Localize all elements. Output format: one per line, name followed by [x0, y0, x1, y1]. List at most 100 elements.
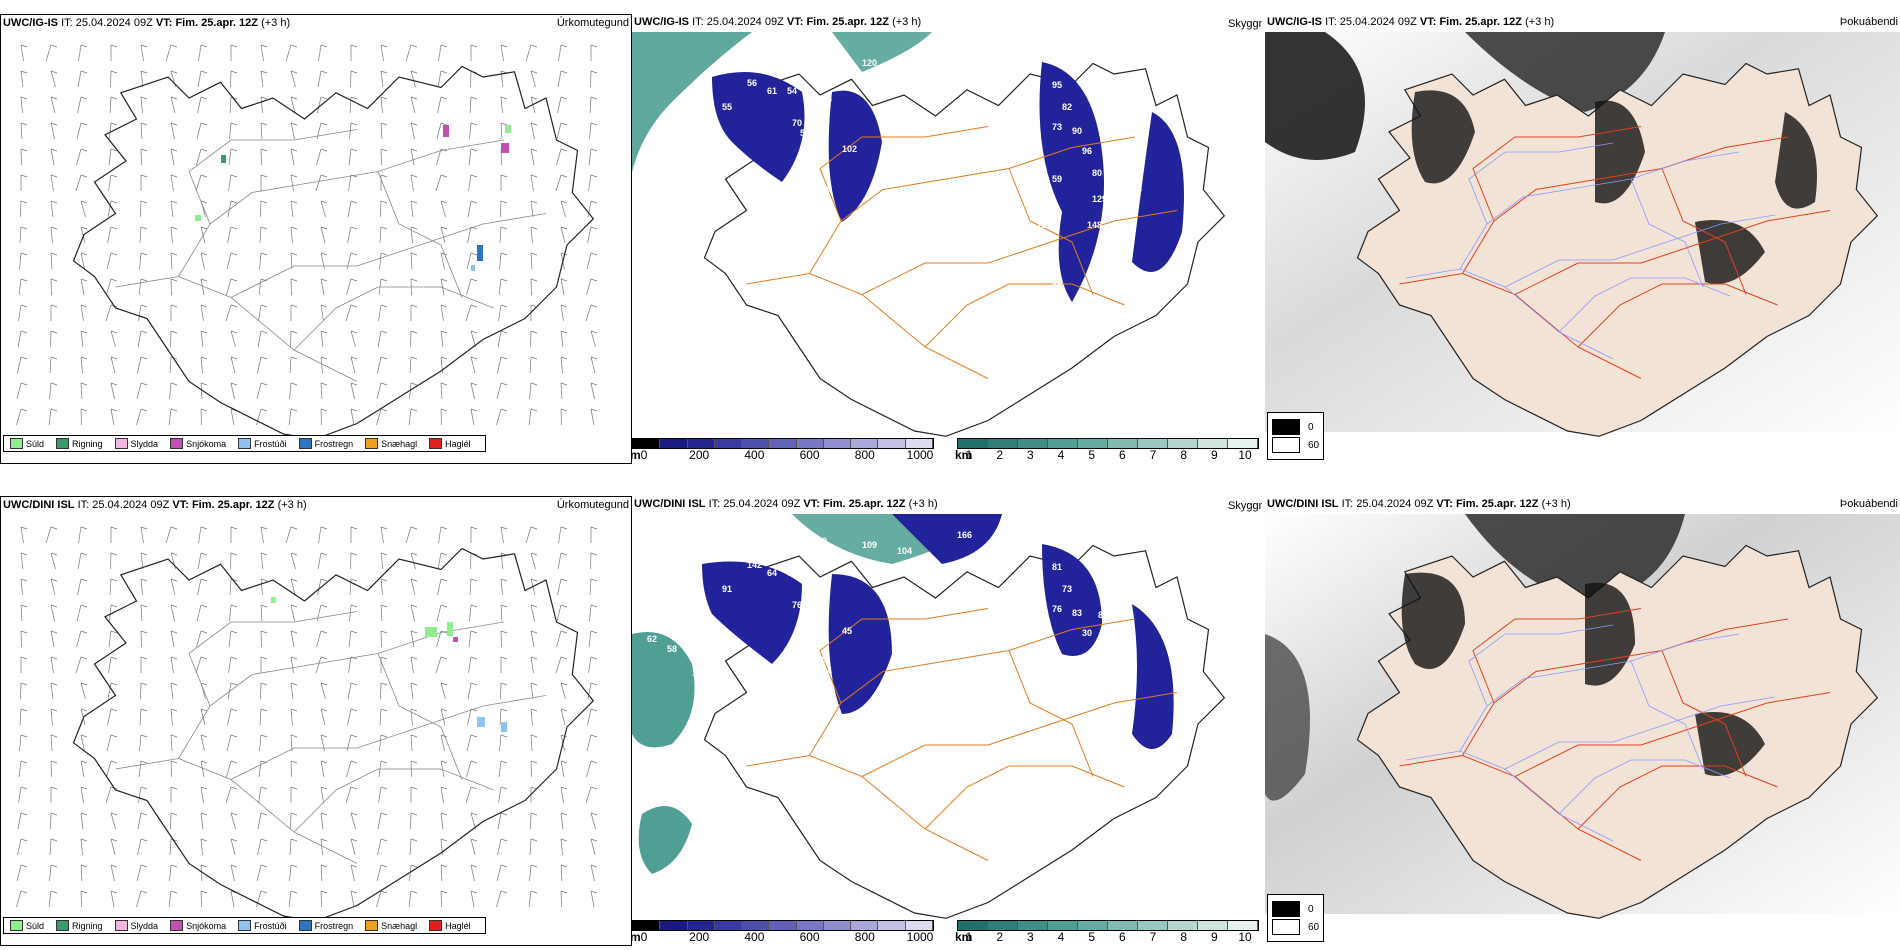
colorbar-swatch [1078, 439, 1108, 448]
wind-barb [557, 552, 568, 570]
wind-barb [226, 252, 238, 270]
colorbar-swatch [660, 439, 688, 448]
wind-barb [529, 382, 538, 400]
precip-type-label: Úrkomutegund [556, 17, 629, 29]
wind-barb [195, 656, 208, 674]
cloud-base-value: 82 [1062, 102, 1072, 112]
wind-barb [320, 408, 328, 426]
wind-barb [260, 174, 268, 191]
legend-swatch [114, 438, 128, 449]
precip-map [16, 44, 598, 440]
wind-barb [80, 812, 88, 830]
wind-barb [170, 630, 178, 648]
wind-barb [200, 226, 208, 244]
wind-barb [530, 148, 538, 166]
wind-barb [350, 382, 358, 400]
cloud-base-value: 162 [692, 186, 707, 196]
fog-legend-swatch [1272, 419, 1300, 435]
wind-barb [50, 630, 58, 648]
wind-barbs [16, 44, 598, 426]
wind-barb [530, 682, 538, 700]
wind-barb [468, 630, 478, 648]
low-cloud-patches [712, 62, 1184, 302]
wind-barb [560, 330, 568, 348]
wind-barb [530, 812, 538, 830]
wind-barb [349, 122, 358, 140]
wind-barb [380, 682, 388, 700]
wind-barb [589, 122, 598, 140]
iceland-outline [1356, 544, 1879, 919]
wind-barbs [16, 526, 598, 908]
wind-barb [350, 44, 358, 61]
wind-barb [405, 44, 418, 62]
wind-barb [50, 174, 58, 192]
legend-swatch [238, 438, 252, 449]
precip-type-panel-bottom: UWC/DINI ISL IT: 25.04.2024 09Z VT: Fim.… [0, 496, 632, 946]
wind-barb [170, 604, 178, 622]
wind-barb [109, 604, 118, 622]
wind-barb [587, 200, 598, 218]
wind-barb [290, 734, 298, 752]
legend-label: Rigning [72, 438, 103, 449]
wind-barb [50, 278, 58, 296]
wind-barb [499, 708, 508, 726]
colorbar-swatch [988, 921, 1018, 930]
legend-swatch [298, 438, 312, 449]
wind-barb [590, 552, 598, 570]
panel-header: UWC/DINI ISL IT: 25.04.2024 09Z VT: Fim.… [3, 499, 307, 511]
wind-barb [498, 760, 508, 778]
wind-barb [229, 604, 238, 622]
wind-barb [136, 890, 148, 908]
wind-barb [408, 408, 418, 426]
wind-barb [497, 330, 508, 348]
cloud-base-value: 312 [897, 64, 912, 74]
wind-barb [590, 526, 598, 543]
wind-barb [260, 96, 268, 114]
cloud-base-value: 45 [842, 626, 852, 636]
wind-barb [170, 734, 178, 752]
wind-barb [440, 786, 448, 804]
wind-barb [110, 330, 118, 348]
wind-barb [377, 838, 388, 856]
wind-barb [196, 630, 208, 648]
cloud-base-value: 51 [772, 62, 782, 72]
wind-barb [530, 630, 538, 648]
wind-barb [20, 122, 28, 140]
wind-barb [230, 552, 238, 570]
wind-barb [256, 382, 268, 400]
legend-label: Frostúði [254, 438, 287, 449]
panel-header: UWC/IG-IS IT: 25.04.2024 09Z VT: Fim. 25… [1267, 16, 1555, 28]
legend-item: Frostúði [238, 438, 295, 449]
colorbar-tick: 0 [640, 930, 648, 944]
wind-barb [586, 734, 598, 752]
wind-barb [380, 148, 388, 166]
cloud-base-value: 62 [647, 634, 657, 644]
wind-barb [140, 526, 148, 544]
cloud-base-value: 104 [897, 546, 912, 556]
wind-barb [230, 864, 238, 882]
wind-barb [465, 786, 478, 804]
wind-barb [346, 760, 358, 778]
colorbar-tick: 200 [689, 930, 710, 944]
legend-item: Haglél [429, 438, 479, 449]
wind-barb [259, 252, 268, 270]
wind-barb [110, 70, 118, 88]
wind-barb [45, 44, 58, 62]
wind-barb [109, 122, 118, 140]
rivers [1405, 142, 1776, 360]
wind-barb [260, 526, 268, 544]
wind-barb [139, 226, 148, 244]
wind-barb [588, 148, 598, 166]
cloud-base-value: 555 [812, 654, 827, 664]
wind-barb [410, 174, 418, 192]
cloud-base-value: 88 [1122, 264, 1132, 274]
wind-barb [260, 148, 268, 166]
wind-barb [380, 578, 388, 596]
colorbar-tick: 6 [1118, 930, 1126, 944]
wind-barb [528, 408, 538, 426]
wind-barb [560, 864, 568, 882]
road-network [746, 608, 1178, 861]
visibility-label: Skyggni [1228, 18, 1262, 30]
wind-barb [560, 786, 568, 804]
wind-barb [466, 252, 478, 270]
